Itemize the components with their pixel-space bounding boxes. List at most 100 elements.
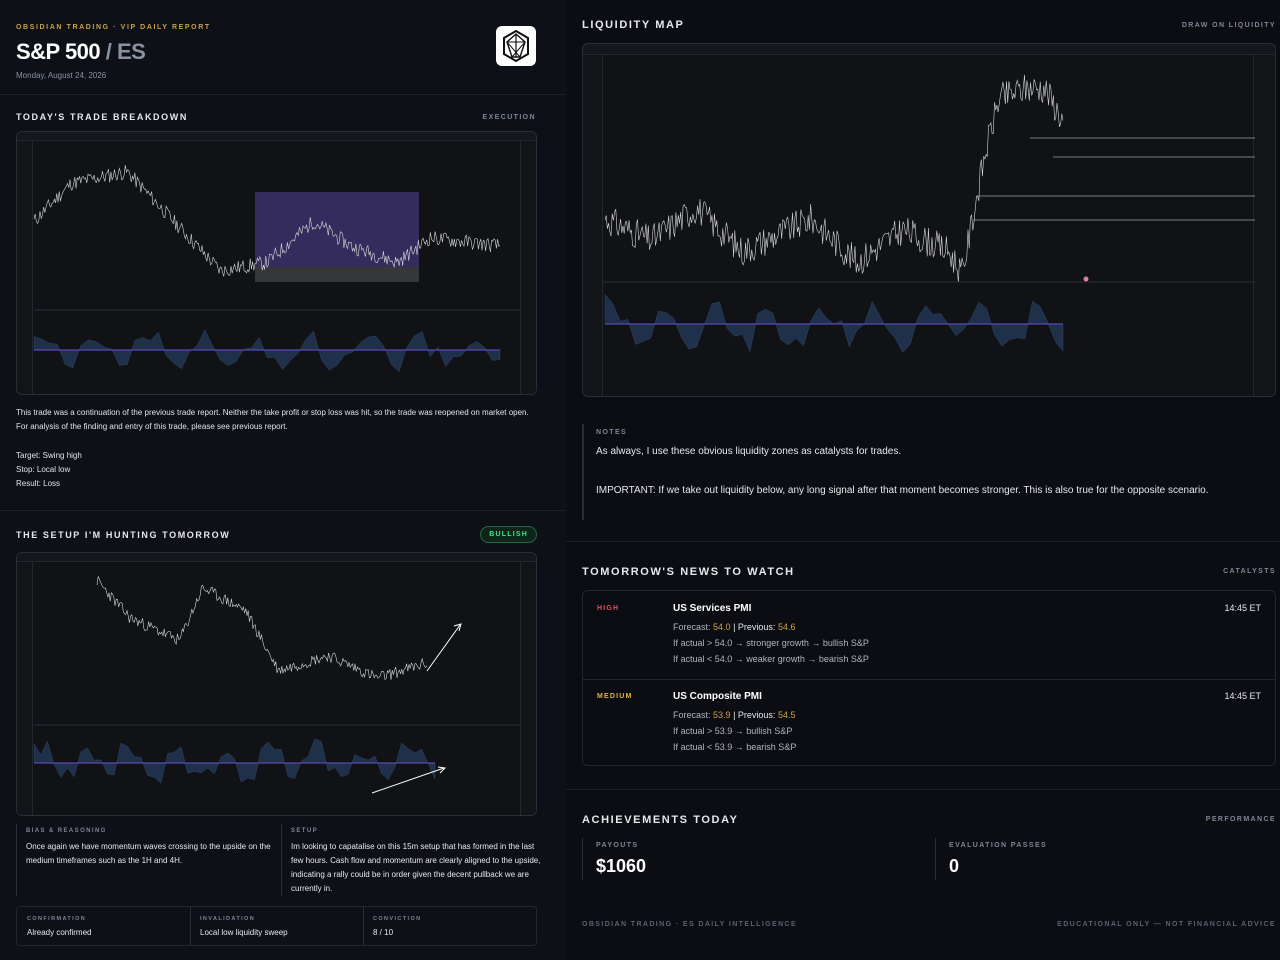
previous-label: | Previous: [733, 710, 776, 720]
cell-divider [363, 907, 364, 945]
forecast-label: Forecast: [673, 622, 711, 632]
setup-text: Im looking to capatalise on this 15m set… [291, 842, 541, 893]
previous-value: 54.5 [777, 710, 796, 720]
footer-left: OBSIDIAN TRADING · ES DAILY INTELLIGENCE [582, 921, 798, 928]
evals-accent-line [935, 838, 936, 880]
projection-arrow [426, 624, 461, 672]
left-column: OBSIDIAN TRADING · VIP DAILY REPORT S&P … [0, 0, 566, 960]
liquidity-title: LIQUIDITY MAP [582, 19, 685, 31]
report-header: OBSIDIAN TRADING · VIP DAILY REPORT S&P … [16, 24, 538, 94]
confirmation-value: Already confirmed [27, 928, 92, 937]
achievements-tag: PERFORMANCE [1205, 816, 1276, 823]
news-list: HIGH US Services PMI Forecast: 54.0 | Pr… [582, 590, 1276, 766]
cell-divider [190, 907, 191, 945]
confirmation-cell: CONFIRMATION Already confirmed [17, 907, 190, 945]
confirmation-label: CONFIRMATION [27, 916, 87, 922]
momentum-wave [33, 738, 436, 784]
stop-zone [255, 267, 419, 282]
notes-line-2: IMPORTANT: If we take out liquidity belo… [596, 485, 1209, 496]
chart-drawing-tools [17, 141, 33, 394]
liquidity-chart [603, 74, 1255, 353]
chart-toolbar [583, 44, 1275, 55]
report-date: Monday, August 24, 2026 [16, 71, 107, 80]
breakdown-tag: EXECUTION [482, 114, 536, 121]
news-item-services-pmi: HIGH US Services PMI Forecast: 54.0 | Pr… [583, 591, 1275, 679]
evals-value: 0 [949, 856, 960, 876]
header-divider [0, 94, 566, 95]
section-divider [566, 789, 1280, 790]
marker-dot [1083, 276, 1089, 282]
news-time: 14:45 ET [1224, 691, 1261, 701]
liquidity-chart-screenshot [582, 43, 1276, 397]
price-line [96, 575, 428, 681]
setup-chart-screenshot [16, 552, 537, 816]
conviction-label: CONVICTION [373, 916, 422, 922]
news-tag: CATALYSTS [1223, 568, 1276, 575]
bias-accent-line [16, 824, 17, 896]
obsidian-logo-icon [496, 26, 536, 66]
news-if-up: If actual > 54.0 → stronger growth → bul… [673, 638, 869, 648]
payouts-accent-line [582, 838, 583, 880]
arrow-head [453, 623, 462, 632]
impact-badge: MEDIUM [597, 693, 633, 700]
news-forecast: Forecast: 54.0 | Previous: 54.6 [673, 622, 795, 632]
breakdown-paragraph: This trade was a continuation of the pre… [16, 408, 529, 431]
chart-drawing-tools [17, 562, 33, 815]
news-title: TOMORROW'S NEWS TO WATCH [582, 566, 795, 578]
setup-accent-line [281, 824, 282, 896]
notes-accent-bar [582, 424, 584, 520]
breakdown-target: Target: Swing high [16, 451, 82, 460]
bullish-badge: BULLISH [480, 526, 537, 543]
report-eyebrow: OBSIDIAN TRADING · VIP DAILY REPORT [16, 24, 211, 31]
conviction-cell: CONVICTION 8 / 10 [363, 907, 536, 945]
payouts-value: $1060 [596, 856, 647, 876]
breakdown-chart-screenshot [16, 131, 537, 395]
trade-parameters: CONFIRMATION Already confirmed INVALIDAT… [16, 906, 537, 946]
invalidation-cell: INVALIDATION Local low liquidity sweep [190, 907, 363, 945]
previous-label: | Previous: [733, 622, 776, 632]
conviction-value: 8 / 10 [373, 928, 394, 937]
news-item-composite-pmi: MEDIUM US Composite PMI Forecast: 53.9 |… [583, 679, 1275, 767]
setup-chart [33, 575, 522, 794]
price-line [33, 165, 501, 277]
section-divider [566, 541, 1280, 542]
momentum-arrow [371, 767, 445, 794]
setup-block: SETUP Im looking to capatalise on this 1… [291, 828, 541, 896]
breakdown-chart [33, 165, 522, 373]
momentum-wave [604, 293, 1064, 353]
news-if-down: If actual < 53.9 → bearish S&P [673, 742, 797, 752]
momentum-wave [33, 329, 501, 373]
breakdown-result: Result: Loss [16, 479, 61, 488]
impact-badge: HIGH [597, 605, 620, 612]
chart-drawing-tools [583, 55, 603, 396]
notes-label: NOTES [596, 429, 628, 436]
breakdown-stop: Stop: Local low [16, 465, 71, 474]
invalidation-label: INVALIDATION [200, 916, 256, 922]
arrow-head [437, 766, 447, 774]
invalidation-value: Local low liquidity sweep [200, 928, 288, 937]
notes-line-1: As always, I use these obvious liquidity… [596, 446, 902, 457]
setup-label: SETUP [291, 828, 319, 834]
forecast-label: Forecast: [673, 710, 711, 720]
chart-right-panel [520, 141, 536, 394]
achievements-title: ACHIEVEMENTS TODAY [582, 814, 739, 826]
chart-toolbar [17, 132, 536, 141]
forecast-value: 54.0 [713, 622, 731, 632]
chart-right-panel [520, 562, 536, 815]
news-item-title: US Services PMI [673, 603, 752, 614]
bias-label: BIAS & REASONING [26, 828, 107, 834]
bias-block: BIAS & REASONING Once again we have mome… [26, 828, 276, 868]
liquidity-tag: DRAW ON LIQUIDITY [1181, 22, 1276, 29]
breakdown-title: TODAY'S TRADE BREAKDOWN [16, 112, 188, 122]
news-time: 14:45 ET [1224, 603, 1261, 613]
evals-label: EVALUATION PASSES [949, 842, 1048, 849]
bias-text: Once again we have momentum waves crossi… [26, 842, 271, 865]
chart-right-panel [1253, 55, 1275, 396]
chart-toolbar [17, 553, 536, 562]
section-divider [0, 510, 566, 511]
forecast-value: 53.9 [713, 710, 731, 720]
footer-right: EDUCATIONAL ONLY — NOT FINANCIAL ADVICE [1057, 921, 1276, 928]
news-if-up: If actual > 53.9 → bullish S&P [673, 726, 793, 736]
news-if-down: If actual < 54.0 → weaker growth → beari… [673, 654, 869, 664]
setup-title: THE SETUP I'M HUNTING TOMORROW [16, 530, 231, 540]
